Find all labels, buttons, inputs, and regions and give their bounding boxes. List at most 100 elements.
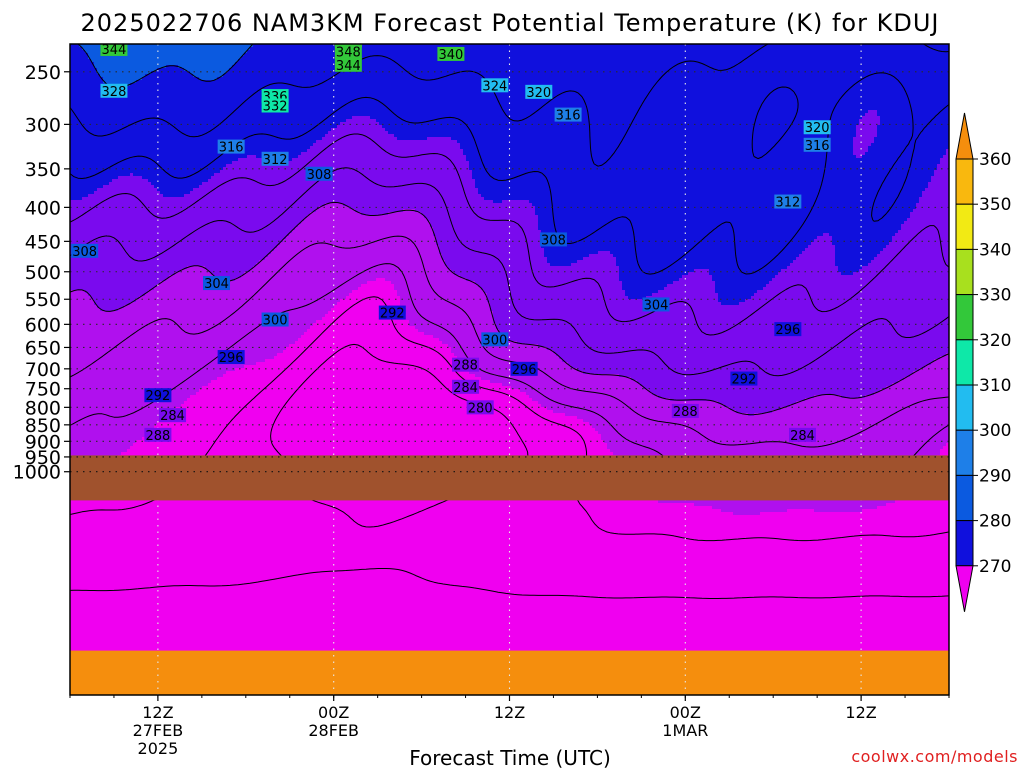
band-cell [241,275,461,279]
band-cell [166,416,578,420]
y-tick-label-850: 850 [25,415,61,437]
band-cell [541,242,812,246]
band-cell [565,413,749,417]
chart-title: 2025022706 NAM3KM Forecast Potential Tem… [81,9,940,37]
band-cell [97,305,125,309]
contour-label: 304 [204,277,229,292]
band-cell [70,353,278,357]
band-cell [709,269,782,273]
contour-label: 284 [453,381,478,396]
contour-label-bg [452,379,480,394]
band-cell [835,254,878,258]
band-cell [70,83,107,87]
band-cell [481,287,623,291]
band-cell [439,338,509,342]
band-cell [301,335,434,339]
y-tick-label-750: 750 [25,379,61,401]
contour-label: 300 [263,314,288,329]
band-cell [403,209,416,213]
band-cell [70,251,272,255]
band-cell [712,275,776,279]
y-tick-label-700: 700 [25,359,61,381]
band-cell [541,233,824,237]
band-cell [85,50,248,54]
band-cell [109,182,152,186]
band-cell [577,368,920,372]
band-cell [910,212,949,216]
contour-label: 288 [145,429,170,444]
colorbar: 360 350 340 330 320 310 300 290 280 270 [955,112,1011,612]
y-tick-label-600: 600 [25,314,61,336]
band-cell [70,551,949,555]
band-cell [637,380,899,384]
band-cell [70,179,113,183]
band-cell [70,299,95,303]
band-cell [70,80,104,84]
contour-label-bg [203,276,230,291]
band-cell [157,188,194,192]
band-cell [400,302,491,306]
band-cell [490,305,949,309]
band-cell [70,326,311,330]
band-cell [253,266,449,270]
band-cell [754,293,949,297]
band-cell [835,251,881,255]
band-cell [538,401,719,405]
band-cell [100,74,146,78]
band-cell [70,182,110,186]
band-cell [94,299,137,303]
band-cell [760,512,949,516]
band-cell [619,275,683,279]
band-cell [721,509,788,513]
band-cell [568,362,932,366]
band-cell [70,260,260,264]
band-cell [199,185,476,189]
colorbar-segment [955,248,974,296]
band-cell [325,134,395,138]
band-cell [526,392,653,396]
band-cell [70,392,197,396]
band-cell [931,179,949,183]
band-cell [937,164,949,168]
band-cell [70,116,353,120]
band-cell [646,296,719,300]
band-cell [487,299,719,303]
band-cell [88,56,242,60]
y-tick-label-400: 400 [25,197,61,219]
contour-label: 312 [775,196,800,211]
band-cell [184,68,230,72]
band-cell [70,128,332,132]
band-cell [496,323,949,327]
band-cell [718,299,746,303]
band-cell [466,155,857,159]
band-cell [781,407,949,411]
band-cell [406,314,494,318]
band-cell [205,266,254,270]
band-cell [427,218,539,222]
band-cell [823,233,830,237]
band-cell [865,395,949,399]
band-cell [289,344,449,348]
band-cell [154,185,200,189]
band-cell [280,242,437,246]
band-cell [268,254,443,258]
contour-label-bg [71,243,99,258]
band-cell [625,293,653,297]
band-cell [337,125,383,129]
x-tick-label-0-1: 27FEB [133,721,184,740]
band-cell [544,251,599,255]
band-cell [124,305,335,309]
band-cell [70,506,713,510]
band-cell [715,287,764,291]
band-cell [103,185,155,189]
band-cell [289,233,434,237]
band-cell [877,110,949,114]
band-cell [355,209,404,213]
band-cell [529,395,659,399]
grid-lines [70,44,949,695]
contour-label: 308 [307,168,332,183]
band-cell [181,269,209,273]
contour-label-bg [774,194,802,209]
x-tick-label-2-0: 12Z [494,703,525,722]
band-cell [139,296,347,300]
